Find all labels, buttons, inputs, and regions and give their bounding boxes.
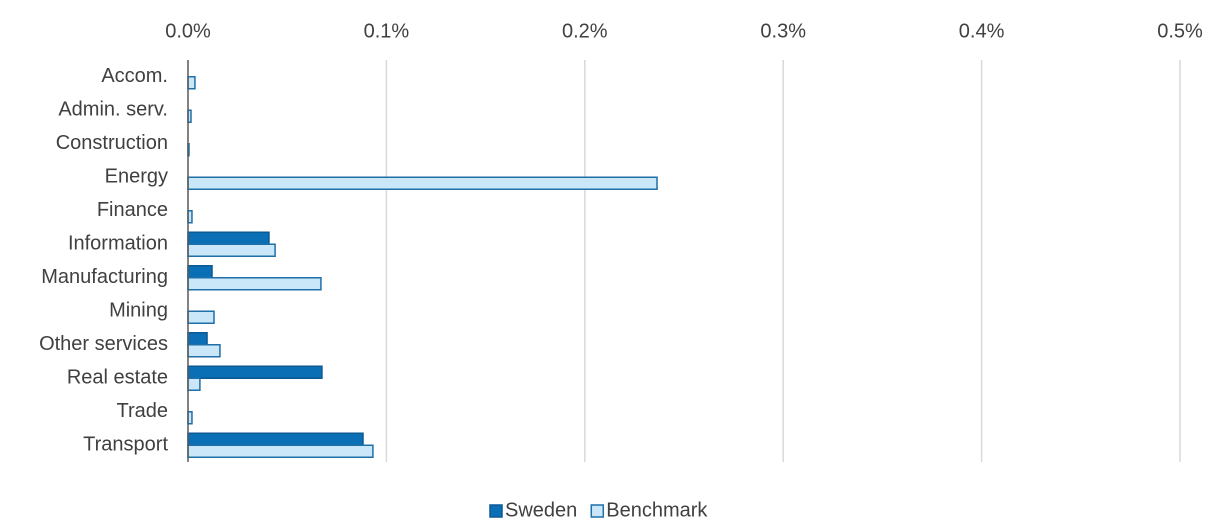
y-tick-label: Manufacturing <box>41 266 168 288</box>
bar <box>187 265 213 279</box>
bar <box>187 76 196 90</box>
x-tick-label: 0.5% <box>1157 20 1203 42</box>
bar <box>187 444 374 458</box>
bar <box>187 277 322 291</box>
bar <box>187 432 364 446</box>
y-tick-label: Trade <box>116 400 168 422</box>
bar <box>187 243 276 257</box>
bar <box>187 176 658 190</box>
y-tick-label: Mining <box>109 300 168 322</box>
y-tick-label: Accom. <box>101 65 168 87</box>
bar <box>187 332 208 346</box>
x-tick-label: 0.2% <box>562 20 608 42</box>
x-tick-label: 0.3% <box>760 20 806 42</box>
y-tick-label: Transport <box>83 434 168 456</box>
y-tick-label: Other services <box>39 333 168 355</box>
bar <box>187 231 270 245</box>
y-tick-label: Construction <box>56 132 168 154</box>
y-tick-label: Real estate <box>67 367 168 389</box>
y-tick-label: Admin. serv. <box>58 99 168 121</box>
legend-label: Sweden <box>505 499 577 521</box>
y-tick-label: Finance <box>97 199 168 221</box>
bar <box>187 310 215 324</box>
y-tick-label: Energy <box>105 166 168 188</box>
x-tick-label: 0.4% <box>959 20 1005 42</box>
y-tick-label: Information <box>68 233 168 255</box>
legend-swatch <box>489 504 503 518</box>
bar <box>187 344 221 358</box>
bar <box>187 365 323 379</box>
bar <box>187 377 201 391</box>
legend-label: Benchmark <box>606 499 708 521</box>
x-tick-label: 0.1% <box>364 20 410 42</box>
x-tick-label: 0.0% <box>165 20 211 42</box>
legend-swatch <box>590 504 605 518</box>
